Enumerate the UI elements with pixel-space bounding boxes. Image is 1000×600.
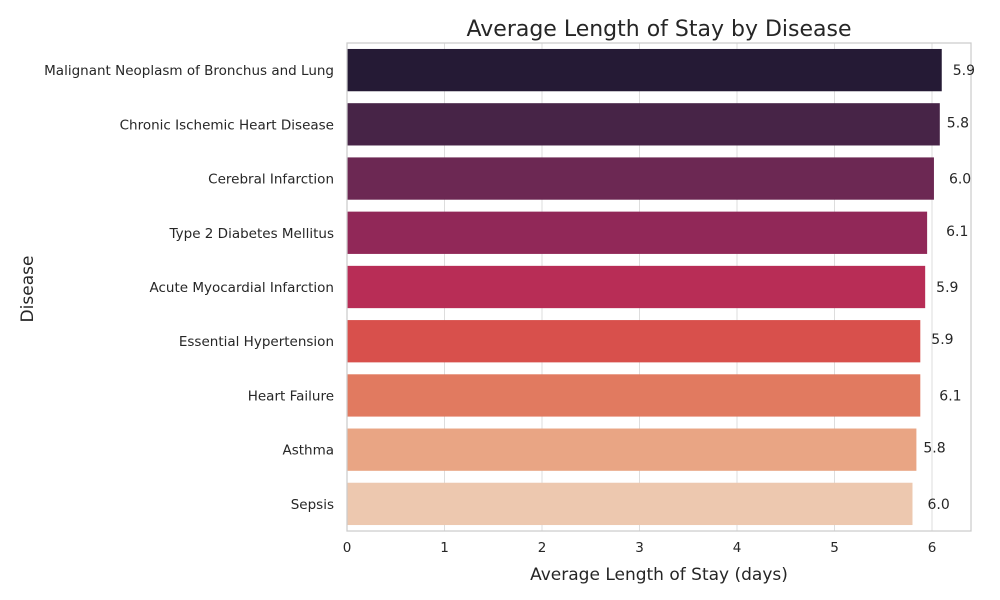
x-tick-label: 2 — [538, 540, 547, 556]
bar — [347, 482, 913, 526]
bar — [347, 48, 942, 92]
bar — [347, 320, 921, 363]
y-tick-label: Acute Myocardial Infarction — [149, 280, 334, 296]
bar — [347, 428, 917, 471]
x-axis-label: Average Length of Stay (days) — [530, 565, 788, 585]
bar — [347, 103, 940, 146]
bar — [347, 265, 926, 309]
data-label: 6.0 — [928, 497, 950, 513]
chart-title: Average Length of Stay by Disease — [467, 17, 852, 42]
y-tick-label: Cerebral Infarction — [208, 172, 334, 188]
y-tick-label: Sepsis — [291, 497, 334, 513]
y-tick-label: Malignant Neoplasm of Bronchus and Lung — [44, 63, 334, 79]
y-axis-label: Disease — [18, 256, 38, 323]
data-label: 6.1 — [939, 388, 961, 404]
x-tick-label: 0 — [343, 540, 352, 556]
x-tick-label: 6 — [928, 540, 937, 556]
y-tick-label: Chronic Ischemic Heart Disease — [120, 117, 334, 133]
data-label: 6.0 — [949, 172, 971, 188]
y-tick-labels: Malignant Neoplasm of Bronchus and Lung C… — [44, 63, 334, 513]
data-label: 5.9 — [931, 332, 953, 348]
data-label: 5.9 — [953, 63, 975, 79]
bar — [347, 211, 928, 254]
x-tick-label: 5 — [830, 540, 839, 556]
x-tick-labels: 0 1 2 3 4 5 6 — [343, 540, 937, 556]
data-label: 6.1 — [946, 224, 968, 240]
y-tick-label: Heart Failure — [248, 388, 334, 404]
x-tick-label: 3 — [635, 540, 644, 556]
plot-frame — [346, 42, 972, 532]
data-label: 5.9 — [936, 280, 958, 296]
y-tick-label: Asthma — [282, 443, 334, 459]
data-label: 5.8 — [923, 441, 945, 457]
x-tick-label: 4 — [733, 540, 742, 556]
bars — [347, 48, 942, 526]
bar — [347, 374, 921, 417]
x-tick-label: 1 — [440, 540, 449, 556]
y-tick-label: Essential Hypertension — [179, 334, 334, 350]
data-label: 5.8 — [947, 115, 969, 131]
bar — [347, 157, 934, 200]
y-tick-label: Type 2 Diabetes Mellitus — [169, 226, 335, 242]
data-labels: 5.9 5.8 6.0 6.1 5.9 5.9 6.1 5.8 6.0 — [923, 63, 975, 513]
